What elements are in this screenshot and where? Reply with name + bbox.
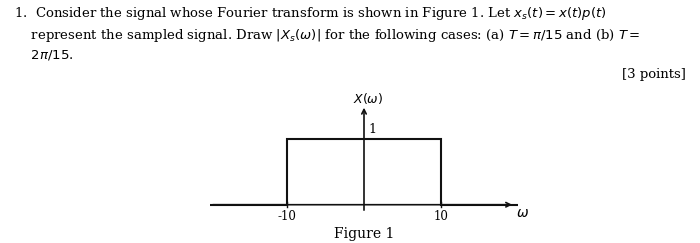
Text: Figure 1: Figure 1 bbox=[334, 226, 394, 241]
Text: $\omega$: $\omega$ bbox=[517, 206, 529, 220]
Text: $X(\omega)$: $X(\omega)$ bbox=[353, 91, 383, 106]
Text: 1.  Consider the signal whose Fourier transform is shown in Figure 1. Let $x_s(t: 1. Consider the signal whose Fourier tra… bbox=[14, 5, 640, 62]
Text: -10: -10 bbox=[278, 210, 296, 223]
Text: [3 points]: [3 points] bbox=[622, 68, 686, 81]
Text: 10: 10 bbox=[433, 210, 449, 223]
Text: 1: 1 bbox=[369, 123, 377, 136]
